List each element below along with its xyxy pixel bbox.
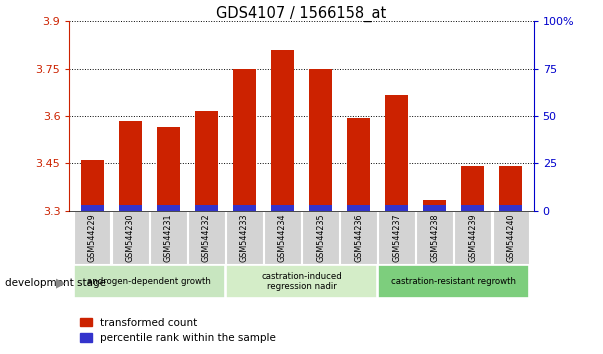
Bar [385, 205, 408, 211]
Bar [271, 50, 294, 211]
Text: GSM544238: GSM544238 [430, 213, 439, 262]
Bar [157, 127, 180, 211]
Text: castration-induced
regression nadir: castration-induced regression nadir [261, 272, 342, 291]
Text: development stage: development stage [5, 278, 106, 288]
Bar [81, 160, 104, 211]
Bar [423, 205, 446, 211]
FancyBboxPatch shape [226, 211, 263, 264]
Text: GSM544236: GSM544236 [354, 213, 363, 262]
Bar [499, 205, 522, 211]
Text: androgen-dependent growth: androgen-dependent growth [87, 277, 211, 286]
Bar [461, 205, 484, 211]
FancyBboxPatch shape [150, 211, 186, 264]
FancyBboxPatch shape [264, 211, 301, 264]
Bar [309, 205, 332, 211]
Text: GSM544232: GSM544232 [202, 213, 211, 262]
Bar [233, 69, 256, 211]
FancyBboxPatch shape [378, 211, 415, 264]
Bar [195, 205, 218, 211]
Text: ▶: ▶ [55, 277, 65, 290]
Bar [119, 121, 142, 211]
Text: GDS4107 / 1566158_at: GDS4107 / 1566158_at [216, 5, 387, 22]
FancyBboxPatch shape [74, 265, 225, 298]
Legend: transformed count, percentile rank within the sample: transformed count, percentile rank withi… [75, 314, 280, 347]
Bar [347, 205, 370, 211]
Bar [119, 205, 142, 211]
FancyBboxPatch shape [188, 211, 225, 264]
Text: castration-resistant regrowth: castration-resistant regrowth [391, 277, 516, 286]
FancyBboxPatch shape [378, 265, 529, 298]
FancyBboxPatch shape [74, 211, 110, 264]
Text: GSM544231: GSM544231 [164, 213, 173, 262]
Bar [157, 205, 180, 211]
Text: GSM544239: GSM544239 [469, 213, 477, 262]
FancyBboxPatch shape [226, 265, 377, 298]
Text: GSM544234: GSM544234 [278, 213, 287, 262]
Text: GSM544240: GSM544240 [507, 213, 516, 262]
Bar [271, 205, 294, 211]
Text: GSM544233: GSM544233 [240, 213, 249, 262]
Bar [423, 200, 446, 211]
Bar [309, 69, 332, 211]
Text: GSM544237: GSM544237 [392, 213, 401, 262]
Bar [195, 111, 218, 211]
Text: GSM544230: GSM544230 [126, 213, 134, 262]
FancyBboxPatch shape [340, 211, 377, 264]
Bar [347, 118, 370, 211]
Bar [385, 96, 408, 211]
FancyBboxPatch shape [493, 211, 529, 264]
FancyBboxPatch shape [302, 211, 339, 264]
Text: GSM544229: GSM544229 [87, 213, 96, 262]
FancyBboxPatch shape [455, 211, 491, 264]
Text: GSM544235: GSM544235 [316, 213, 325, 262]
Bar [233, 205, 256, 211]
FancyBboxPatch shape [417, 211, 453, 264]
Bar [499, 166, 522, 211]
Bar [81, 205, 104, 211]
FancyBboxPatch shape [112, 211, 148, 264]
Bar [461, 166, 484, 211]
